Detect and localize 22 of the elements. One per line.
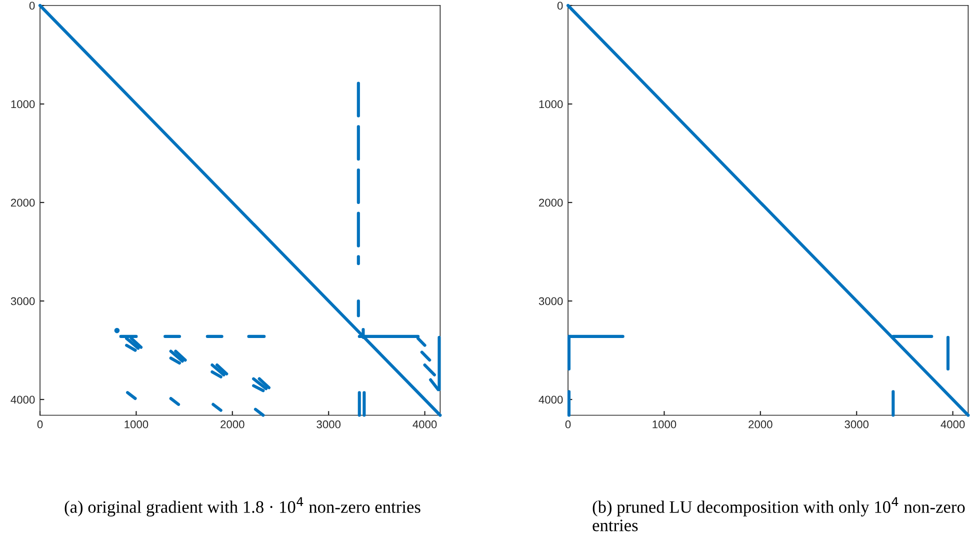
- text: (b) pruned LU decomposition with only 10$^{4}$ non-zero entries: [592, 497, 965, 532]
- y-tick-label: 1000: [539, 100, 563, 108]
- y-tick-label: 2000: [539, 198, 563, 207]
- y-tick-label: 2000: [11, 198, 35, 207]
- y-tick-label: 3000: [10, 297, 35, 306]
- x-tick-label: 1000: [124, 420, 148, 428]
- x-tick-label: 2000: [748, 420, 772, 428]
- y-tick-label: 0: [557, 2, 563, 10]
- x-tick-label: 0: [37, 420, 43, 428]
- text: (a) original gradient with 1.8 · 10$^{4}$ non-zero entries: [64, 497, 420, 516]
- x-tick-label: 3000: [316, 420, 341, 428]
- y-tick-label: 4000: [538, 396, 563, 404]
- y-tick-label: 1000: [11, 100, 35, 108]
- y-tick-label: 0: [29, 2, 35, 10]
- x-tick-label: 1000: [652, 420, 676, 428]
- x-tick-label: 0: [565, 420, 571, 428]
- y-tick-label: 4000: [10, 396, 35, 404]
- x-tick-label: 4000: [940, 420, 965, 428]
- x-tick-label: 4000: [412, 420, 437, 428]
- x-tick-label: 3000: [844, 420, 869, 428]
- x-tick-label: 2000: [220, 420, 244, 428]
- y-tick-label: 3000: [538, 297, 563, 306]
